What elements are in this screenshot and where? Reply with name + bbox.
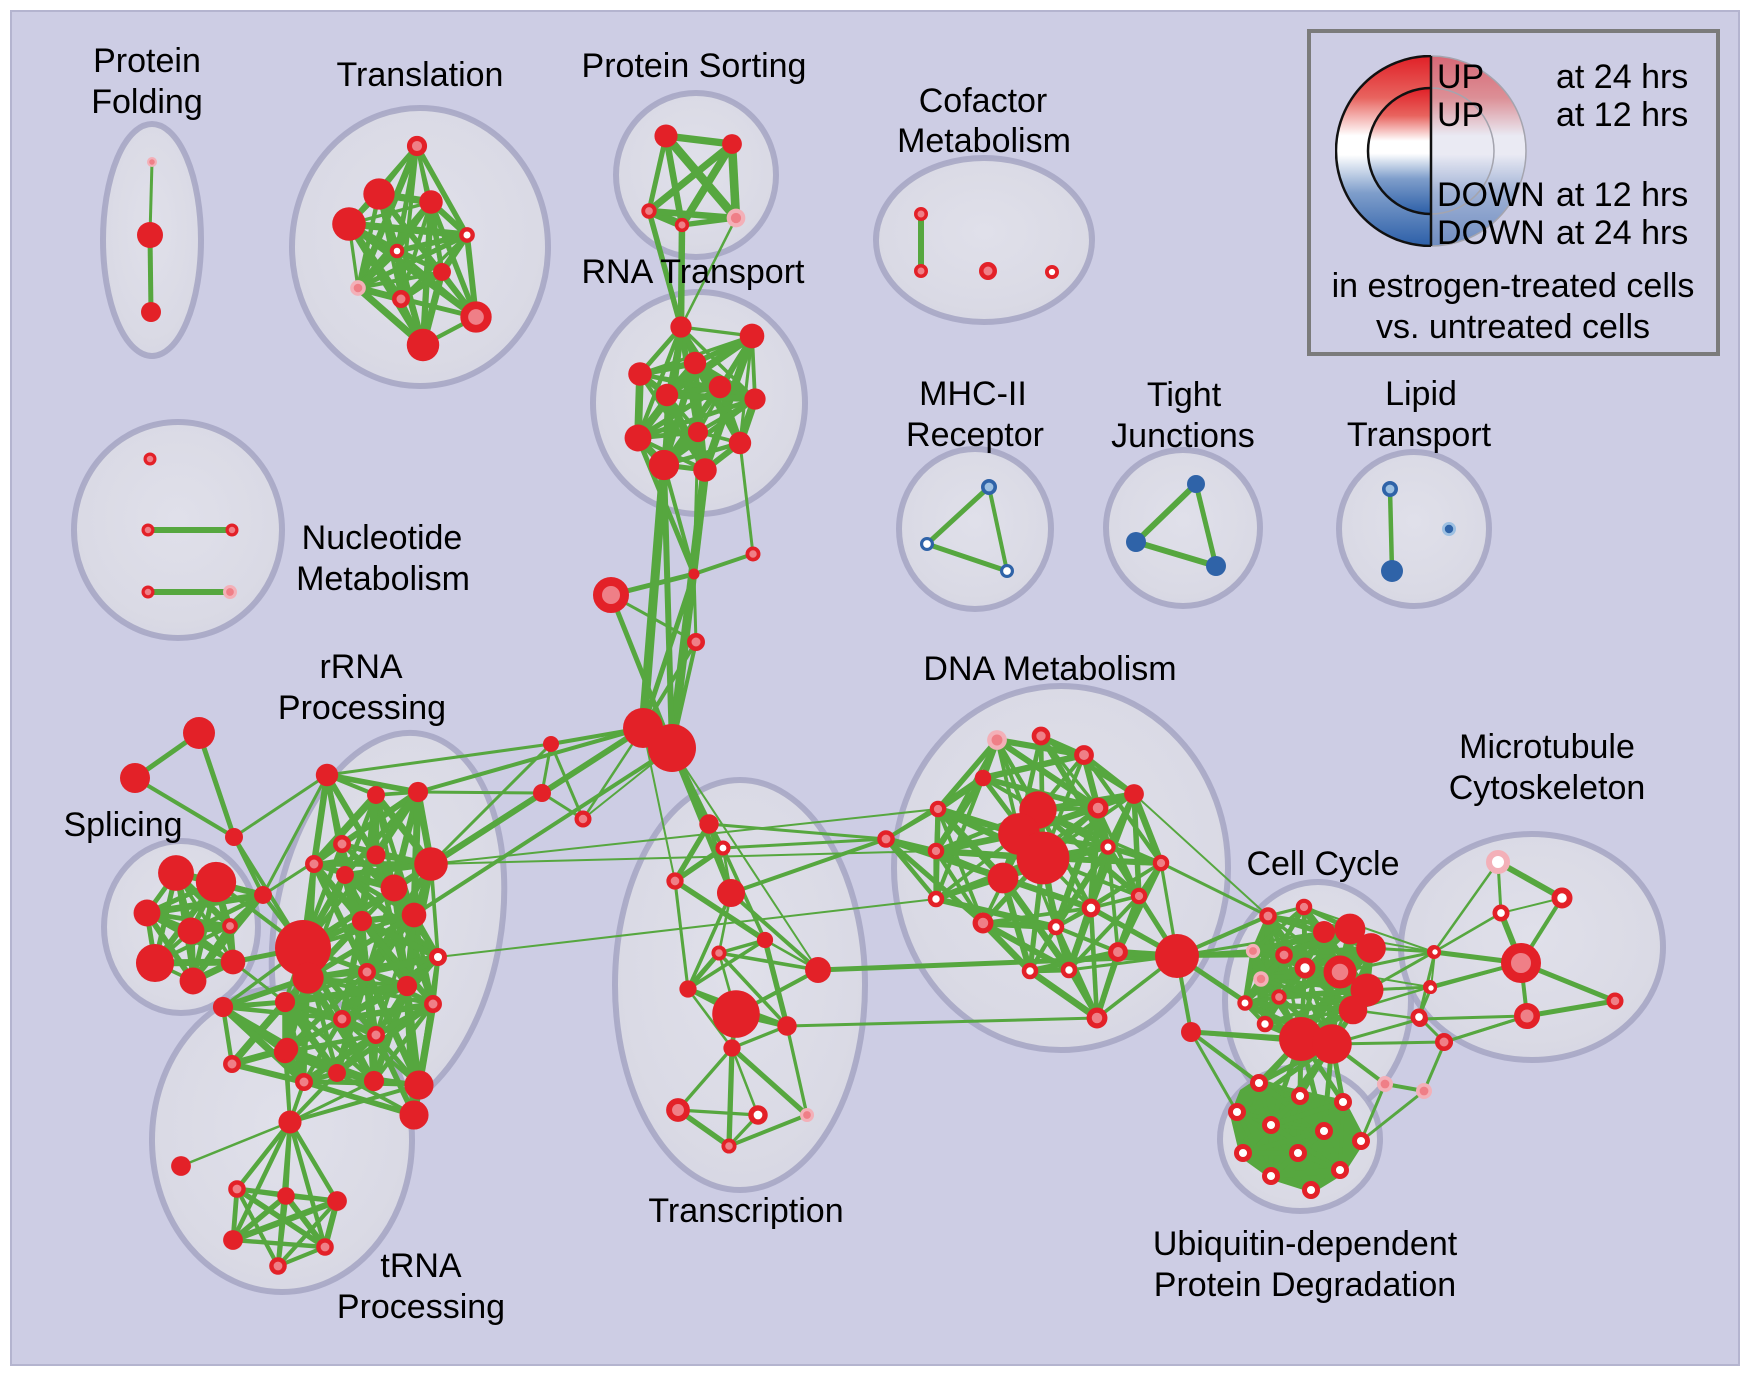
svg-text:DNA Metabolism: DNA Metabolism bbox=[923, 650, 1176, 688]
svg-text:Processing: Processing bbox=[337, 1288, 505, 1326]
svg-text:Transcription: Transcription bbox=[648, 1192, 843, 1230]
svg-text:Folding: Folding bbox=[91, 83, 203, 121]
svg-text:Junctions: Junctions bbox=[1111, 417, 1255, 455]
svg-text:RNA Transport: RNA Transport bbox=[582, 253, 806, 291]
svg-text:Cofactor: Cofactor bbox=[919, 82, 1048, 120]
svg-text:in estrogen-treated cells: in estrogen-treated cells bbox=[1332, 267, 1695, 305]
svg-text:Protein Sorting: Protein Sorting bbox=[582, 47, 807, 85]
svg-text:DOWN: DOWN bbox=[1437, 214, 1545, 252]
svg-text:Microtubule: Microtubule bbox=[1459, 728, 1635, 766]
svg-text:Lipid: Lipid bbox=[1385, 375, 1457, 413]
svg-text:Transport: Transport bbox=[1347, 416, 1492, 454]
svg-text:at 24 hrs: at 24 hrs bbox=[1556, 214, 1688, 252]
svg-text:DOWN: DOWN bbox=[1437, 176, 1545, 214]
svg-text:Protein: Protein bbox=[93, 42, 201, 80]
svg-text:Metabolism: Metabolism bbox=[897, 122, 1071, 160]
svg-text:at 12 hrs: at 12 hrs bbox=[1556, 96, 1688, 134]
svg-text:UP: UP bbox=[1437, 96, 1484, 134]
svg-text:Splicing: Splicing bbox=[63, 806, 182, 844]
svg-text:Nucleotide: Nucleotide bbox=[302, 519, 463, 557]
svg-text:at 24 hrs: at 24 hrs bbox=[1556, 58, 1688, 96]
svg-text:UP: UP bbox=[1437, 58, 1484, 96]
svg-text:MHC-II: MHC-II bbox=[919, 375, 1027, 413]
svg-text:Cytoskeleton: Cytoskeleton bbox=[1449, 769, 1646, 807]
svg-text:Cell Cycle: Cell Cycle bbox=[1246, 845, 1399, 883]
svg-text:Metabolism: Metabolism bbox=[296, 560, 470, 598]
svg-text:Receptor: Receptor bbox=[906, 416, 1044, 454]
svg-text:Ubiquitin-dependent: Ubiquitin-dependent bbox=[1153, 1225, 1458, 1263]
svg-text:vs. untreated cells: vs. untreated cells bbox=[1376, 308, 1650, 346]
svg-text:rRNA: rRNA bbox=[319, 648, 402, 686]
svg-text:Processing: Processing bbox=[278, 689, 446, 727]
svg-text:at 12 hrs: at 12 hrs bbox=[1556, 176, 1688, 214]
svg-text:Tight: Tight bbox=[1147, 376, 1222, 414]
svg-text:tRNA: tRNA bbox=[380, 1247, 462, 1285]
svg-text:Protein Degradation: Protein Degradation bbox=[1154, 1266, 1456, 1304]
svg-text:Translation: Translation bbox=[337, 56, 504, 94]
